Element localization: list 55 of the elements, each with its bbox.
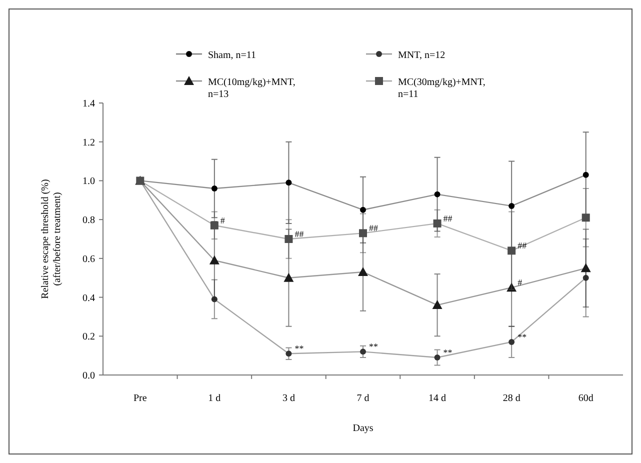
annotation: **	[518, 332, 528, 342]
annotation: ##	[443, 213, 453, 224]
point	[211, 185, 218, 192]
y-tick-label: 0.0	[82, 370, 95, 382]
point	[434, 191, 440, 198]
legend-label: MC(30mg/kg)+MNT, n=11	[398, 77, 486, 100]
annotation: **	[443, 348, 453, 358]
x-axis-title: Days	[352, 423, 374, 434]
annotation: #	[518, 278, 523, 288]
legend-label: Sham, n=11	[208, 50, 256, 61]
point	[582, 214, 590, 222]
annotation: **	[369, 342, 378, 352]
point	[582, 172, 589, 178]
point	[580, 263, 591, 272]
y-tick-label: 1.4	[82, 98, 95, 110]
point	[210, 221, 218, 230]
legend-label: MC(10mg/kg)+MNT, n=13	[208, 77, 296, 100]
x-tick-label: Pre	[133, 393, 148, 404]
y-tick-label: 0.2	[82, 332, 95, 343]
point	[582, 274, 589, 281]
legend-label: MNT, n=12	[398, 50, 446, 61]
point	[506, 282, 517, 292]
point	[359, 229, 367, 238]
annotation: #	[220, 215, 226, 226]
x-tick-label: 28 d	[502, 393, 520, 404]
x-tick-label: 3 d	[282, 393, 295, 404]
point	[508, 246, 516, 255]
y-tick-label: 0.8	[82, 215, 95, 226]
point	[432, 300, 442, 310]
y-tick-label: 0.4	[82, 292, 95, 304]
point	[360, 348, 366, 355]
annotation: ##	[369, 223, 378, 234]
y-tick-label: 1.0	[82, 176, 95, 188]
point	[360, 206, 366, 213]
x-tick-label: 60d	[578, 393, 594, 404]
annotation: **	[294, 344, 304, 354]
x-tick-label: 14 d	[428, 393, 446, 404]
point	[284, 235, 293, 243]
point	[508, 202, 515, 209]
point	[358, 267, 368, 276]
point	[284, 272, 294, 282]
point	[286, 350, 292, 357]
x-tick-label: 7 d	[356, 393, 370, 404]
y-tick-label: 1.2	[82, 137, 95, 148]
x-tick-label: 1 d	[208, 393, 221, 404]
point	[209, 255, 220, 264]
y-tick-label: 0.6	[82, 254, 95, 265]
point	[211, 296, 218, 302]
point	[433, 219, 442, 228]
y-axis-title: Relative escape threshold (%) (after/before treatment)	[40, 179, 63, 299]
point	[508, 338, 515, 345]
point	[286, 180, 292, 186]
annotation: ##	[518, 240, 528, 251]
annotation: ##	[294, 229, 304, 239]
point	[434, 354, 440, 361]
